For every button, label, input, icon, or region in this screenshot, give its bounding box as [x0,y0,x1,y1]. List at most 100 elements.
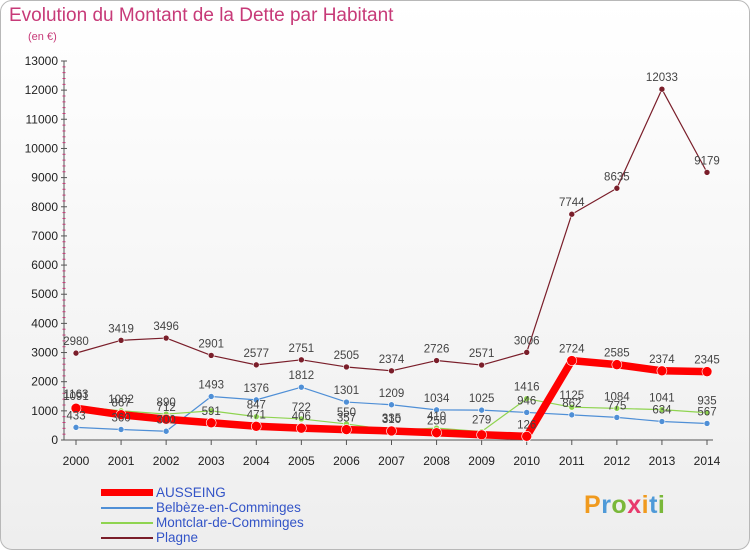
data-point-plagne [298,356,305,364]
data-label-belb-ze-en-comminges: 360 [111,413,130,425]
data-point-ausseing [611,359,623,370]
y-tick-label: 2000 [31,375,58,389]
data-label-plagne: 2980 [63,336,89,348]
data-label-plagne: 2505 [334,350,360,362]
x-tick-label: 2014 [694,454,721,468]
x-tick-label: 2005 [288,454,315,468]
logo-letter: r [601,491,612,519]
x-tick-label: 2010 [513,454,540,468]
data-point-belb-ze-en-comminges [117,426,125,433]
data-point-belb-ze-en-comminges [703,420,711,427]
data-label-ausseing: 2374 [649,354,675,366]
data-label-belb-ze-en-comminges: 1812 [289,370,315,382]
data-point-ausseing [205,417,217,429]
data-point-belb-ze-en-comminges [433,406,440,414]
data-point-plagne [343,363,350,371]
data-label-montclar-de-comminges: 890 [157,397,176,409]
y-tick-label: 4000 [31,316,58,330]
legend-label: Plagne [156,530,199,545]
data-label-ausseing: 591 [202,406,221,418]
data-point-montclar-de-comminges [703,409,711,417]
data-point-ausseing [476,429,487,441]
x-tick-label: 2001 [108,454,135,468]
y-tick-label: 3000 [31,346,58,360]
data-point-plagne [658,85,666,93]
chart-title: Evolution du Montant de la Dette par Hab… [9,5,394,26]
y-tick-label: 10000 [25,141,59,155]
data-label-montclar-de-comminges: 1084 [604,391,630,403]
data-point-belb-ze-en-comminges [658,418,666,425]
x-tick-label: 2009 [468,454,495,468]
y-tick-label: 12000 [25,83,59,97]
legend-swatch [101,536,153,539]
data-point-belb-ze-en-comminges [162,427,170,435]
x-tick-label: 2003 [198,454,225,468]
x-tick-label: 2008 [423,454,450,468]
data-point-plagne [478,361,485,369]
data-label-belb-ze-en-comminges: 1025 [469,393,495,405]
data-point-montclar-de-comminges [298,415,305,423]
data-point-belb-ze-en-comminges [343,398,350,406]
data-label-montclar-de-comminges: 335 [382,413,401,425]
x-tick-label: 2007 [378,454,405,468]
data-label-ausseing: 2724 [559,344,585,356]
y-tick-label: 7000 [31,229,58,243]
data-label-belb-ze-en-comminges: 300 [157,414,176,426]
data-point-ausseing [656,365,668,377]
data-label-montclar-de-comminges: 279 [472,415,491,427]
legend-item-ausseing: AUSSEING [101,485,361,500]
y-tick-label: 1000 [31,404,58,418]
logo-letter: o [611,491,628,519]
logo-letter: i [641,491,650,519]
data-point-ausseing [521,431,533,442]
data-point-belb-ze-en-comminges [207,393,215,400]
data-label-montclar-de-comminges: 1125 [559,390,584,402]
data-label-ausseing: 1091 [63,391,89,403]
logo-letter: P [584,491,602,519]
data-label-belb-ze-en-comminges: 567 [697,406,716,418]
data-point-plagne [568,210,576,218]
data-point-plagne [117,337,125,344]
x-tick-label: 2000 [63,454,90,468]
chart-unit-label: (en €) [28,31,57,43]
data-label-montclar-de-comminges: 1163 [64,389,89,401]
data-point-montclar-de-comminges [658,406,666,413]
data-point-plagne [433,357,440,364]
data-label-belb-ze-en-comminges: 862 [562,398,581,410]
data-label-plagne: 3496 [153,321,179,333]
legend-item-plagne: Plagne [101,530,361,545]
data-label-plagne: 12033 [646,72,678,84]
data-point-belb-ze-en-comminges [523,409,531,416]
data-point-belb-ze-en-comminges [388,401,395,409]
data-label-belb-ze-en-comminges: 433 [66,410,85,422]
logo-letter: i [657,491,666,519]
data-point-plagne [162,334,170,342]
proxiti-logo: Proxiti [584,491,665,520]
data-point-ausseing [250,420,262,432]
data-label-ausseing: 712 [157,402,176,414]
data-point-plagne [613,184,621,192]
data-point-montclar-de-comminges [613,405,621,412]
legend-swatch [101,521,153,524]
x-tick-label: 2013 [649,454,676,468]
data-label-montclar-de-comminges: 1041 [649,393,675,405]
x-tick-label: 2004 [243,454,270,468]
legend-swatch [101,506,153,509]
data-point-plagne [703,169,711,176]
data-point-belb-ze-en-comminges [298,383,305,391]
x-tick-label: 2002 [153,454,180,468]
data-point-ausseing [296,422,307,434]
legend-label: AUSSEING [156,485,226,500]
x-tick-label: 2011 [559,454,585,468]
data-point-ausseing [160,413,172,425]
data-label-plagne: 2571 [469,348,495,360]
x-tick-label: 2006 [333,454,360,468]
data-label-ausseing: 2345 [694,355,720,367]
data-label-plagne: 9179 [694,155,720,167]
legend: AUSSEING Belbèze-en-Comminges Montclar-de-… [101,485,361,545]
data-point-plagne [72,349,80,357]
data-label-plagne: 2374 [379,354,405,366]
data-label-montclar-de-comminges: 935 [697,396,716,408]
data-label-ausseing: 357 [337,413,356,425]
